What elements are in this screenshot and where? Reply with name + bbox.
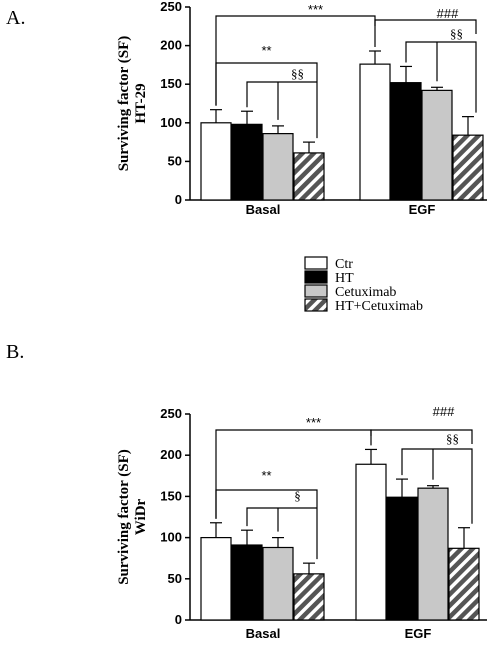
bracket-ctr-basal-egf <box>215 15 376 106</box>
bar-ctr <box>355 463 387 621</box>
legend-swatch <box>304 270 328 284</box>
y-tick-label: 100 <box>160 115 182 130</box>
y-tick-label: 150 <box>160 76 182 91</box>
annotation-section-egf: §§ <box>446 431 459 446</box>
bracket-egf-section <box>405 41 477 113</box>
bracket-ctr-basal-egf <box>215 429 372 519</box>
bar-ctr <box>359 63 391 201</box>
bar-ht <box>231 544 263 621</box>
bar-ctr <box>200 536 232 621</box>
y-tick-label: 200 <box>160 38 182 53</box>
legend-label: Cetuximab <box>335 285 396 300</box>
legend-label: HT+Cetuximab <box>335 299 423 314</box>
bar-cetuximab <box>262 133 294 201</box>
panel-label-b: B. <box>6 341 24 363</box>
bracket-egf-hash <box>370 429 473 444</box>
y-axis-label-line: Surviving factor (SF) <box>116 449 132 585</box>
annotation-double-star: ** <box>261 43 271 58</box>
bar-ht-cetuximab <box>293 152 325 201</box>
bracket-basal-star <box>215 62 318 139</box>
y-axis-label-line: Surviving factor (SF) <box>116 36 132 172</box>
bar-ht-cetuximab <box>293 573 325 621</box>
panel-label-a: A. <box>6 7 25 29</box>
bar-ht-cetuximab <box>448 547 480 621</box>
legend-swatch <box>304 298 328 312</box>
annotation-hash: ### <box>437 6 459 21</box>
bracket-egf-section <box>401 448 473 524</box>
annotation-triple-star: *** <box>308 2 323 17</box>
annotation-triple-star: *** <box>306 415 321 430</box>
y-tick-label: 0 <box>175 612 182 627</box>
y-tick-label: 250 <box>160 0 182 14</box>
legend-swatch <box>304 284 328 298</box>
y-axis-label: Surviving factor (SF)WiDr <box>116 449 149 585</box>
category-label: Basal <box>246 626 281 641</box>
y-tick-label: 100 <box>160 530 182 545</box>
chart-ht29: 0 50 100 150 200 250 Surviving factor (SF)HT-2… <box>116 0 487 217</box>
y-tick-label: 250 <box>160 406 182 421</box>
y-axis-label: Surviving factor (SF)HT-29 <box>116 36 149 172</box>
legend-swatch <box>304 256 328 270</box>
y-axis-label-line: WiDr <box>133 498 149 535</box>
bar-cetuximab <box>421 89 453 201</box>
y-axis-label-line: HT-29 <box>133 83 149 123</box>
bracket-basal-section <box>246 507 317 527</box>
bar-ht <box>231 123 263 201</box>
legend-label: Ctr <box>335 257 353 272</box>
annotation-section-basal: § <box>294 488 301 503</box>
category-label: Basal <box>246 202 281 217</box>
bar-cetuximab <box>262 546 294 621</box>
bar-cetuximab <box>417 487 449 621</box>
bracket-egf-hash <box>374 19 477 34</box>
bracket-basal-star <box>215 489 318 560</box>
y-tick-label: 0 <box>175 192 182 207</box>
category-label: EGF <box>405 626 432 641</box>
y-tick-label: 50 <box>168 571 182 586</box>
y-tick-label: 150 <box>160 488 182 503</box>
y-tick-label: 200 <box>160 447 182 462</box>
y-tick-label: 50 <box>168 153 182 168</box>
annotation-section-basal: §§ <box>291 66 304 81</box>
legend-label: HT <box>335 271 354 286</box>
category-label: EGF <box>409 202 436 217</box>
bracket-basal-section <box>246 81 317 108</box>
annotation-hash: ### <box>433 404 455 419</box>
chart-widr: 0 50 100 150 200 250 Surviving factor (SF)WiDr… <box>116 404 487 641</box>
bar-ht <box>386 496 418 621</box>
bar-ht-cetuximab <box>452 134 484 201</box>
annotation-double-star: ** <box>261 468 271 483</box>
bar-ht <box>390 82 422 201</box>
annotation-section-egf: §§ <box>450 26 463 41</box>
bar-ctr <box>200 122 232 201</box>
